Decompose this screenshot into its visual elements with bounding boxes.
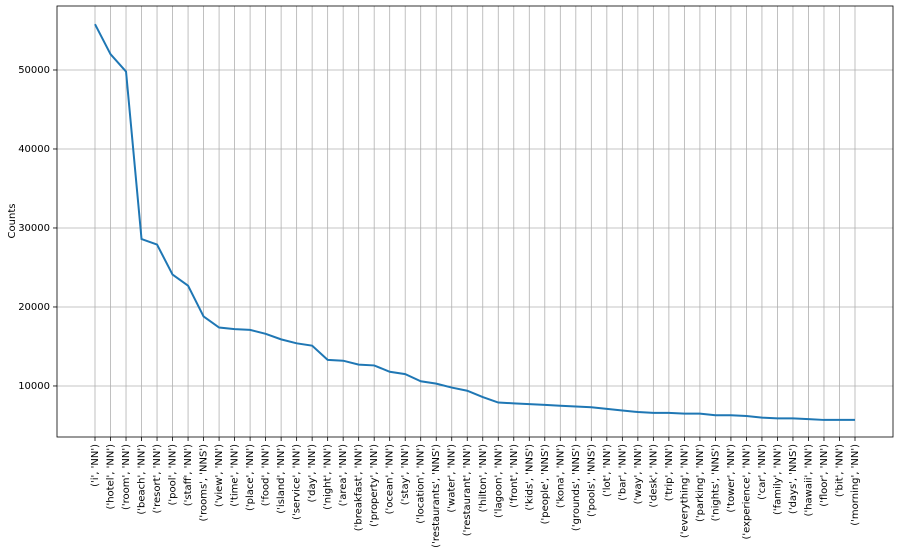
x-tick-label: ('tower', 'NN') (726, 444, 737, 513)
x-tick-label: ('floor', 'NN') (819, 444, 830, 507)
x-tick-label: ('everything', 'NN') (679, 444, 690, 538)
x-tick-label: ('hotel', 'NN') (106, 444, 117, 510)
x-tick-label: ('service', 'NN') (292, 444, 303, 520)
plot-frame (56, 5, 894, 438)
x-tick-label: ('family', 'NN') (772, 444, 783, 515)
x-tick-label: ('food', 'NN') (261, 444, 272, 506)
x-tick-label: ('pool', 'NN') (168, 444, 179, 506)
y-tick-label: 10000 (18, 381, 50, 392)
x-tick-label: ('grounds', 'NNS') (571, 444, 582, 531)
x-tick-label: ('stay', 'NN') (400, 444, 411, 505)
x-tick-label: ('beach', 'NN') (137, 444, 148, 515)
x-tick-label: ('water', 'NN') (447, 444, 458, 513)
x-tick-label: ('day', 'NN') (307, 444, 318, 503)
x-tick-label: ('trip', 'NN') (664, 444, 675, 501)
line (94, 23, 855, 421)
x-tick-label: ('time', 'NN') (230, 444, 241, 507)
x-tick-label: ('place', 'NN') (245, 444, 256, 511)
x-tick-label: ('i', 'NN') (90, 444, 101, 487)
x-tick-label: ('experience', 'NN') (741, 444, 752, 540)
x-tick-label: ('morning', 'NN') (850, 444, 861, 526)
x-tick-label: ('bit', 'NN') (834, 444, 845, 497)
x-tick-label: ('car', 'NN') (757, 444, 768, 500)
x-tick-label: ('hawaii', 'NN') (803, 444, 814, 517)
x-tick-label: ('night', 'NN') (323, 444, 334, 510)
x-tick-label: ('lagoon', 'NN') (493, 444, 504, 518)
x-tick-label: ('room', 'NN') (121, 444, 132, 510)
x-tick-label: ('people', 'NNS') (540, 444, 551, 524)
x-tick-label: ('kids', 'NNS') (524, 444, 535, 511)
x-tick-label: ('front', 'NN') (509, 444, 520, 508)
x-tick-label: ('island', 'NN') (276, 444, 287, 514)
x-tick-label: ('ocean', 'NN') (385, 444, 396, 514)
y-axis-label: Counts (7, 204, 18, 239)
x-tick-label: ('hilton', 'NN') (478, 444, 489, 512)
x-tick-label: ('parking', 'NN') (695, 444, 706, 522)
x-tick-label: ('property', 'NN') (369, 444, 380, 527)
x-tick-label: ('area', 'NN') (338, 444, 349, 507)
x-tick-label: ('days', 'NNS') (788, 444, 799, 514)
x-tick-label: ('kona', 'NN') (555, 444, 566, 508)
x-tick-label: ('breakfast', 'NN') (354, 444, 365, 531)
x-tick-label: ('staff', 'NN') (183, 444, 194, 506)
x-tick-label: ('resort', 'NN') (152, 444, 163, 514)
x-tick-label: ('restaurant', 'NN') (462, 444, 473, 536)
y-tick-label: 30000 (18, 223, 50, 234)
x-tick-label: ('rooms', 'NNS') (199, 444, 210, 522)
y-tick-label: 20000 (18, 302, 50, 313)
x-tick-label: ('nights', 'NNS') (710, 444, 721, 521)
x-tick-label: ('view', 'NN') (214, 444, 225, 507)
x-tick-label: ('bar', 'NN') (617, 444, 628, 501)
x-tick-label: ('pools', 'NNS') (586, 444, 597, 517)
x-tick-label: ('lot', 'NN') (602, 444, 613, 497)
y-tick-label: 40000 (18, 144, 50, 155)
x-tick-label: ('restaurants', 'NNS') (431, 444, 442, 548)
y-tick-label: 50000 (18, 65, 50, 76)
x-tick-label: ('desk', 'NN') (648, 444, 659, 508)
x-tick-label: ('location', 'NN') (416, 444, 427, 524)
x-tick-label: ('way', 'NN') (633, 444, 644, 504)
